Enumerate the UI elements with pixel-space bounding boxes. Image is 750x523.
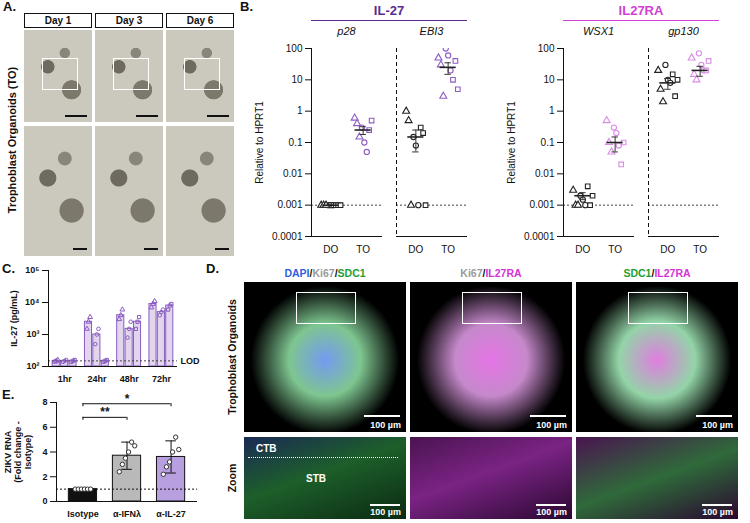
html-text:B.: B. xyxy=(240,0,253,14)
html-text:SDC1 / IL27RA: SDC1 / IL27RA xyxy=(623,267,691,279)
svg-text:ZIKV RNA(Fold change -Isotype): ZIKV RNA(Fold change -Isotype) xyxy=(3,421,33,483)
svg-text:10⁵: 10⁵ xyxy=(25,265,39,275)
html-text:Day 1: Day 1 xyxy=(44,15,72,26)
html-text:gp130: gp130 xyxy=(668,25,699,37)
svg-text:10⁴: 10⁴ xyxy=(25,297,39,307)
svg-text:10²: 10² xyxy=(26,361,39,371)
html-text:DAPI / Ki67 / SDC1: DAPI / Ki67 / SDC1 xyxy=(284,267,366,279)
html-text:CTB: CTB xyxy=(256,443,277,454)
svg-text:DO: DO xyxy=(408,244,423,255)
svg-text:LOD: LOD xyxy=(181,356,200,366)
html-text:Trophoblast Organoids (TO): Trophoblast Organoids (TO) xyxy=(6,66,18,214)
html-text:IL27RA: IL27RA xyxy=(618,3,664,18)
html-text:Trophoblast Organoids: Trophoblast Organoids xyxy=(226,299,238,415)
svg-text:4: 4 xyxy=(42,447,47,457)
html-text:C.: C. xyxy=(2,261,15,276)
svg-text:0.1: 0.1 xyxy=(541,137,555,148)
svg-text:**: ** xyxy=(100,405,110,419)
html-text:p28: p28 xyxy=(337,25,356,37)
html-text:EBI3: EBI3 xyxy=(419,25,444,37)
svg-text:TO: TO xyxy=(356,244,370,255)
svg-text:IL-27 (pg/mL): IL-27 (pg/mL) xyxy=(9,290,19,347)
svg-text:0.0001: 0.0001 xyxy=(272,231,303,242)
html-text:Day 6: Day 6 xyxy=(186,15,214,26)
html-text:A.: A. xyxy=(3,0,16,14)
html-text:D.: D. xyxy=(206,261,219,276)
svg-text:TO: TO xyxy=(608,244,622,255)
html-text:STB: STB xyxy=(306,473,326,484)
svg-text:1: 1 xyxy=(549,105,555,116)
html-text:Ki67 / IL27RA: Ki67 / IL27RA xyxy=(460,267,522,279)
svg-text:0.001: 0.001 xyxy=(277,199,302,210)
svg-text:TO: TO xyxy=(693,244,707,255)
svg-text:100: 100 xyxy=(286,43,303,54)
svg-text:1: 1 xyxy=(297,105,303,116)
svg-text:0.1: 0.1 xyxy=(289,137,303,148)
svg-text:0.01: 0.01 xyxy=(283,168,303,179)
svg-text:DO: DO xyxy=(660,244,675,255)
html-text:WSX1: WSX1 xyxy=(582,25,615,37)
svg-text:10: 10 xyxy=(291,74,303,85)
html-text:100 µm: 100 µm xyxy=(536,420,567,430)
svg-text:α-IFNλ: α-IFNλ xyxy=(113,509,141,519)
svg-text:TO: TO xyxy=(441,244,455,255)
svg-text:DO: DO xyxy=(323,244,338,255)
svg-text:Relative to HPRT1: Relative to HPRT1 xyxy=(506,101,517,184)
svg-text:0.001: 0.001 xyxy=(529,199,554,210)
svg-text:Isotype: Isotype xyxy=(67,509,99,519)
svg-text:24hr: 24hr xyxy=(87,374,107,384)
svg-text:10³: 10³ xyxy=(26,329,39,339)
html-text:100 µm: 100 µm xyxy=(370,420,401,430)
svg-text:2: 2 xyxy=(42,472,47,482)
svg-text:1hr: 1hr xyxy=(58,374,73,384)
svg-text:0.01: 0.01 xyxy=(535,168,555,179)
svg-text:10: 10 xyxy=(543,74,555,85)
svg-text:48hr: 48hr xyxy=(120,374,140,384)
svg-text:0: 0 xyxy=(42,496,47,506)
html-text:Day 3: Day 3 xyxy=(115,15,143,26)
html-text:Zoom: Zoom xyxy=(226,463,238,493)
svg-text:6: 6 xyxy=(42,422,47,432)
svg-text:0.0001: 0.0001 xyxy=(524,231,555,242)
svg-text:8: 8 xyxy=(42,397,47,407)
html-text:100 µm: 100 µm xyxy=(370,507,401,517)
svg-text:Relative to HPRT1: Relative to HPRT1 xyxy=(254,101,265,184)
html-text:100 µm: 100 µm xyxy=(702,420,733,430)
html-text:100 µm: 100 µm xyxy=(702,507,733,517)
html-text:100 µm: 100 µm xyxy=(536,507,567,517)
svg-text:*: * xyxy=(125,392,130,406)
svg-text:α-IL-27: α-IL-27 xyxy=(156,509,186,519)
svg-text:100: 100 xyxy=(538,43,555,54)
svg-text:DO: DO xyxy=(575,244,590,255)
svg-text:72hr: 72hr xyxy=(152,374,172,384)
html-text:E.: E. xyxy=(2,387,15,402)
html-text:IL-27: IL-27 xyxy=(373,3,405,18)
